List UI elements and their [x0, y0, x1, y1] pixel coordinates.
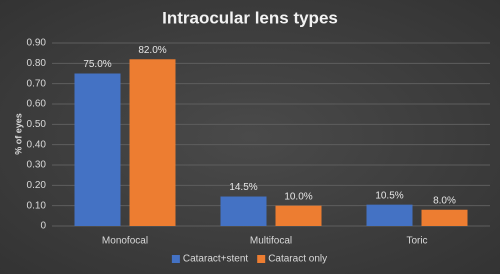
value-label: 10.5% [375, 190, 403, 201]
bar [129, 59, 176, 227]
y-tick-label: 0.20 [27, 180, 47, 191]
chart-title: Intraocular lens types [162, 8, 338, 27]
bar [220, 196, 267, 226]
bar [74, 73, 121, 226]
y-tick-label: 0.60 [27, 99, 47, 110]
x-tick-label: Multifocal [250, 236, 292, 247]
legend-swatch [257, 255, 266, 263]
value-label: 75.0% [83, 59, 111, 70]
x-tick-label: Toric [406, 236, 427, 247]
legend-label: Cataract only [268, 254, 327, 265]
y-tick-label: 0.30 [27, 160, 47, 171]
legend-swatch [171, 255, 180, 263]
bar [275, 205, 322, 226]
y-tick-label: 0.70 [27, 78, 47, 89]
legend-label: Cataract+stent [183, 254, 249, 265]
y-tick-label: 0.90 [27, 38, 47, 49]
bar [421, 209, 468, 226]
y-tick-label: 0.50 [27, 119, 47, 130]
y-tick-label: 0.40 [27, 139, 47, 150]
y-tick-label: 0.80 [27, 58, 47, 69]
y-tick-label: 0.10 [27, 200, 47, 211]
value-label: 14.5% [229, 182, 257, 193]
y-tick-label: 0 [40, 221, 46, 232]
value-label: 8.0% [433, 195, 456, 206]
x-tick-label: Monofocal [102, 236, 148, 247]
value-label: 82.0% [138, 45, 166, 56]
y-axis-title: % of eyes [13, 113, 23, 155]
value-label: 10.0% [284, 191, 312, 202]
bar [366, 204, 413, 226]
